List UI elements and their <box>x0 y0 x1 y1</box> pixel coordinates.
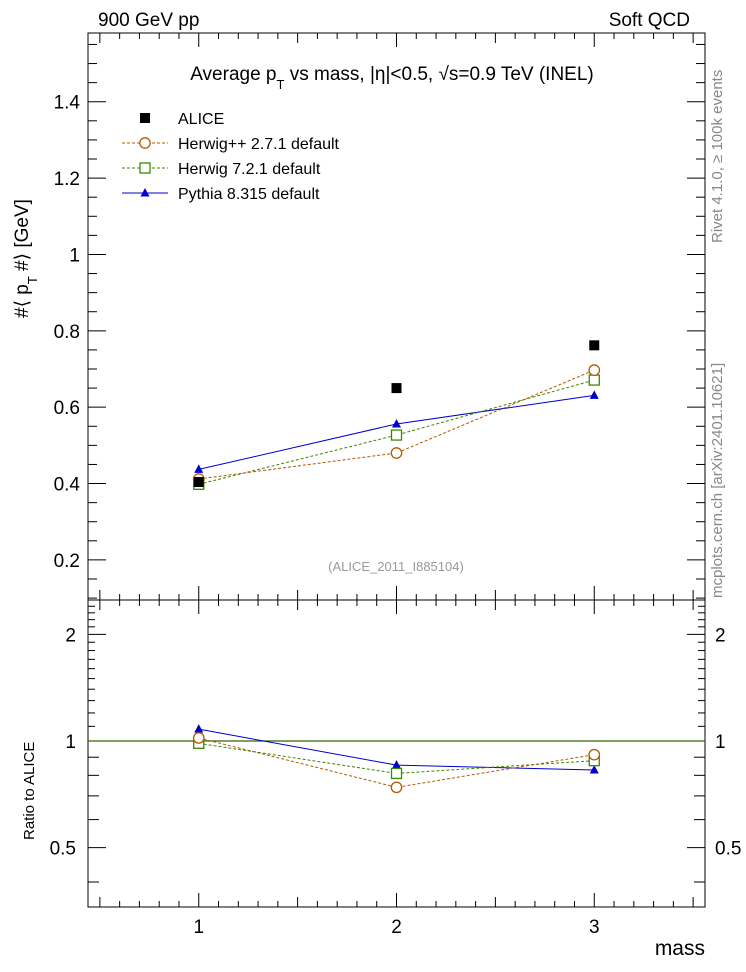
main-point-pythia-8-315-default <box>589 390 599 399</box>
legend-label: Herwig 7.2.1 default <box>178 161 321 178</box>
y-tick-label: 1.2 <box>54 169 80 190</box>
ratio-point-herwig-2-7-1-default <box>390 781 403 794</box>
ratio-panel-frame <box>87 599 706 908</box>
legend-label: Herwig++ 2.7.1 default <box>178 136 340 153</box>
ratio-y-tick-label-right: 0.5 <box>715 839 741 860</box>
ratio-y-tick-label: 0.5 <box>50 839 76 860</box>
main-point-pythia-8-315-default <box>194 464 204 473</box>
y-tick-label: 0.2 <box>54 551 80 572</box>
y-tick-label: 1.4 <box>54 93 81 114</box>
category-label: Soft QCD <box>609 10 690 31</box>
ratio-y-axis-label: Ratio to ALICE <box>21 742 38 840</box>
title-subscript-t: T <box>277 77 285 92</box>
y-tick-label: 1 <box>69 245 80 266</box>
axis-ticks: 0.2 0.4 0.6 0.8 1 1.2 1.4 1 2 3 0.5 0.5 1 1 2 2 <box>50 33 741 938</box>
legend-label: ALICE <box>178 111 224 128</box>
legend-marker <box>139 162 151 174</box>
mcplots-source-label: mcplots.cern.ch [arXiv:2401.10621] <box>709 363 726 598</box>
main-point-alice <box>391 383 402 394</box>
legend-marker <box>139 137 151 149</box>
ratio-point-herwig-7-2-1-default <box>390 767 403 780</box>
ylabel-subscript-t: T <box>25 276 40 284</box>
ratio-point-pythia-8-315-default <box>392 760 401 769</box>
ratio-y-tick-label-right: 1 <box>715 732 726 753</box>
x-axis-label: mass <box>655 937 705 960</box>
ratio-y-tick-label-right: 2 <box>715 625 726 646</box>
y-tick-label: 0.4 <box>54 475 81 496</box>
ratio-point-herwig-2-7-1-default <box>192 732 205 744</box>
legend-label: Pythia 8.315 default <box>178 186 320 203</box>
main-point-herwig-7-2-1-default <box>588 374 600 386</box>
main-point-alice <box>589 340 600 351</box>
legend-marker <box>140 188 150 197</box>
x-tick-label: 3 <box>589 917 600 938</box>
ylabel-suffix: #⟩ [GeV] <box>12 199 33 276</box>
title-suffix: vs mass, |η|<0.5, √s=0.9 TeV (INEL) <box>284 64 593 85</box>
legend-entry: Herwig 7.2.1 default <box>122 161 321 178</box>
ratio-line-herwig-2-7-1-default <box>198 737 595 788</box>
main-point-herwig-2-7-1-default <box>588 364 601 376</box>
ratio-y-tick-label: 2 <box>65 625 76 646</box>
title-prefix: Average p <box>190 64 276 85</box>
main-point-herwig-2-7-1-default <box>390 447 403 459</box>
x-tick-label: 1 <box>193 917 204 938</box>
legend-entry: Pythia 8.315 default <box>122 186 320 203</box>
collision-label: 900 GeV pp <box>98 10 199 31</box>
main-line-herwig-7-2-1-default <box>198 379 595 485</box>
rivet-version-label: Rivet 4.1.0, ≥ 100k events <box>709 70 726 243</box>
legend-entry: ALICE <box>140 111 224 128</box>
main-point-pythia-8-315-default <box>392 418 401 428</box>
ylabel-prefix: #⟨ p <box>12 284 33 318</box>
y-axis-label: #⟨ pT #⟩ [GeV] <box>12 199 40 318</box>
x-tick-label: 2 <box>391 917 402 938</box>
main-point-herwig-7-2-1-default <box>390 429 403 441</box>
y-tick-label: 0.8 <box>54 322 80 343</box>
chart-title: Average pT vs mass, |η|<0.5, √s=0.9 TeV … <box>190 64 594 92</box>
series-layer <box>192 340 601 794</box>
ratio-point-pythia-8-315-default <box>194 724 204 733</box>
legend-marker <box>140 113 150 123</box>
ratio-point-herwig-2-7-1-default <box>588 748 601 761</box>
main-point-alice <box>193 477 204 488</box>
legend: ALICE Herwig++ 2.7.1 default Herwig 7.2.1 … <box>122 111 340 203</box>
ratio-y-tick-label: 1 <box>65 732 76 753</box>
ratio-point-pythia-8-315-default <box>589 765 599 774</box>
analysis-watermark: (ALICE_2011_I885104) <box>328 559 464 574</box>
legend-entry: Herwig++ 2.7.1 default <box>122 136 340 153</box>
y-tick-label: 0.6 <box>54 398 80 419</box>
main-line-herwig-2-7-1-default <box>198 369 595 480</box>
